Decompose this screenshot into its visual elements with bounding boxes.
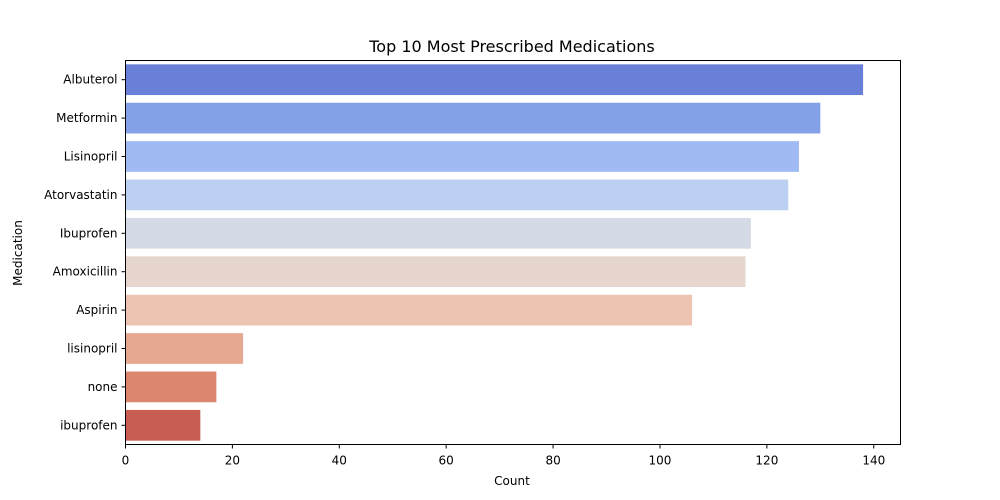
bar-ibuprofen-4 bbox=[125, 217, 751, 249]
x-tick-label: 0 bbox=[122, 454, 130, 468]
y-axis-ticks: Albuterol Metformin Lisinopril Atorvastatin… bbox=[44, 73, 126, 432]
x-tick-label: 20 bbox=[225, 454, 240, 468]
bar-none-8 bbox=[125, 371, 217, 403]
y-tick-label: ibuprofen bbox=[60, 418, 117, 432]
x-axis-title: Count bbox=[494, 474, 530, 488]
bar-lisinopril-2 bbox=[125, 141, 799, 172]
bar-ibuprofen-9 bbox=[125, 409, 201, 441]
y-tick-label: lisinopril bbox=[67, 342, 117, 356]
bar-albuterol-0 bbox=[125, 64, 864, 96]
x-tick-label: 40 bbox=[332, 454, 347, 468]
x-axis-ticks: 0 20 40 60 80 100 120 140 bbox=[122, 444, 885, 468]
y-tick-label: Atorvastatin bbox=[44, 188, 117, 202]
x-tick-label: 60 bbox=[439, 454, 454, 468]
x-tick-label: 140 bbox=[862, 454, 885, 468]
y-tick-label: Ibuprofen bbox=[60, 226, 118, 240]
x-tick-label: 100 bbox=[649, 454, 672, 468]
chart-title: Top 10 Most Prescribed Medications bbox=[368, 37, 655, 56]
x-tick-label: 80 bbox=[545, 454, 560, 468]
y-tick-label: Metformin bbox=[56, 111, 117, 125]
bar-amoxicillin-5 bbox=[125, 256, 746, 288]
y-tick-label: Amoxicillin bbox=[53, 265, 118, 279]
y-tick-label: Lisinopril bbox=[64, 150, 118, 164]
y-axis-title: Medication bbox=[11, 220, 25, 286]
y-tick-label: Albuterol bbox=[63, 73, 117, 87]
plot-frame bbox=[125, 60, 901, 445]
x-tick-label: 120 bbox=[755, 454, 778, 468]
bars-group bbox=[125, 64, 864, 441]
bar-metformin-1 bbox=[125, 102, 821, 134]
bar-atorvastatin-3 bbox=[125, 179, 789, 211]
bar-aspirin-6 bbox=[125, 294, 693, 326]
y-tick-label: Aspirin bbox=[76, 303, 117, 317]
y-tick-label: none bbox=[88, 380, 118, 394]
bar-lisinopril-7 bbox=[125, 333, 244, 364]
